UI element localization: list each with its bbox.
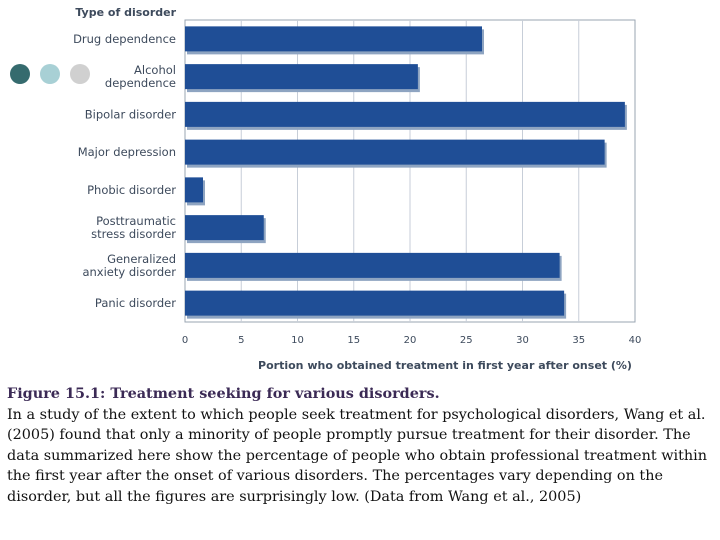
- bar: [185, 101, 625, 127]
- category-axis-title: Type of disorder: [75, 6, 176, 19]
- x-tick-label: 20: [404, 335, 417, 346]
- x-axis-title: Portion who obtained treatment in first …: [258, 359, 632, 372]
- x-tick-label: 10: [291, 335, 304, 346]
- x-tick-label: 35: [572, 335, 585, 346]
- category-label: Major depression: [78, 145, 176, 159]
- dot-light: [40, 64, 60, 84]
- figure-caption: Figure 15.1: Treatment seeking for vario…: [7, 384, 715, 508]
- x-tick-label: 15: [347, 335, 360, 346]
- decorative-dots: [10, 64, 90, 88]
- caption-title: Figure 15.1: Treatment seeking for vario…: [7, 385, 440, 402]
- x-tick-label: 0: [182, 335, 188, 346]
- category-label: Alcohol: [134, 63, 176, 77]
- bar: [185, 290, 565, 316]
- category-label: Bipolar disorder: [85, 107, 176, 121]
- x-tick-label: 5: [238, 335, 244, 346]
- bar: [185, 215, 264, 241]
- category-label: Drug dependence: [73, 32, 176, 46]
- x-tick-label: 30: [516, 335, 529, 346]
- category-label: dependence: [105, 76, 176, 90]
- x-tick-label: 25: [460, 335, 473, 346]
- category-label: stress disorder: [91, 227, 176, 241]
- bar: [185, 139, 605, 165]
- bar: [185, 252, 560, 278]
- category-label: Generalized: [107, 252, 176, 266]
- dot-gray: [70, 64, 90, 84]
- bar: [185, 177, 203, 203]
- category-label: Posttraumatic: [96, 214, 176, 228]
- category-label: anxiety disorder: [82, 265, 176, 279]
- bar-chart: 0 5 10 15 20 25 30 35 40 Drug dependence Alcoholde…: [73, 6, 642, 372]
- bar: [185, 26, 482, 52]
- x-tick-label: 40: [629, 335, 642, 346]
- category-label: Panic disorder: [95, 296, 176, 310]
- caption-body: In a study of the extent to which people…: [7, 406, 708, 505]
- dot-dark: [10, 64, 30, 84]
- category-label: Phobic disorder: [87, 183, 176, 197]
- bar: [185, 64, 418, 90]
